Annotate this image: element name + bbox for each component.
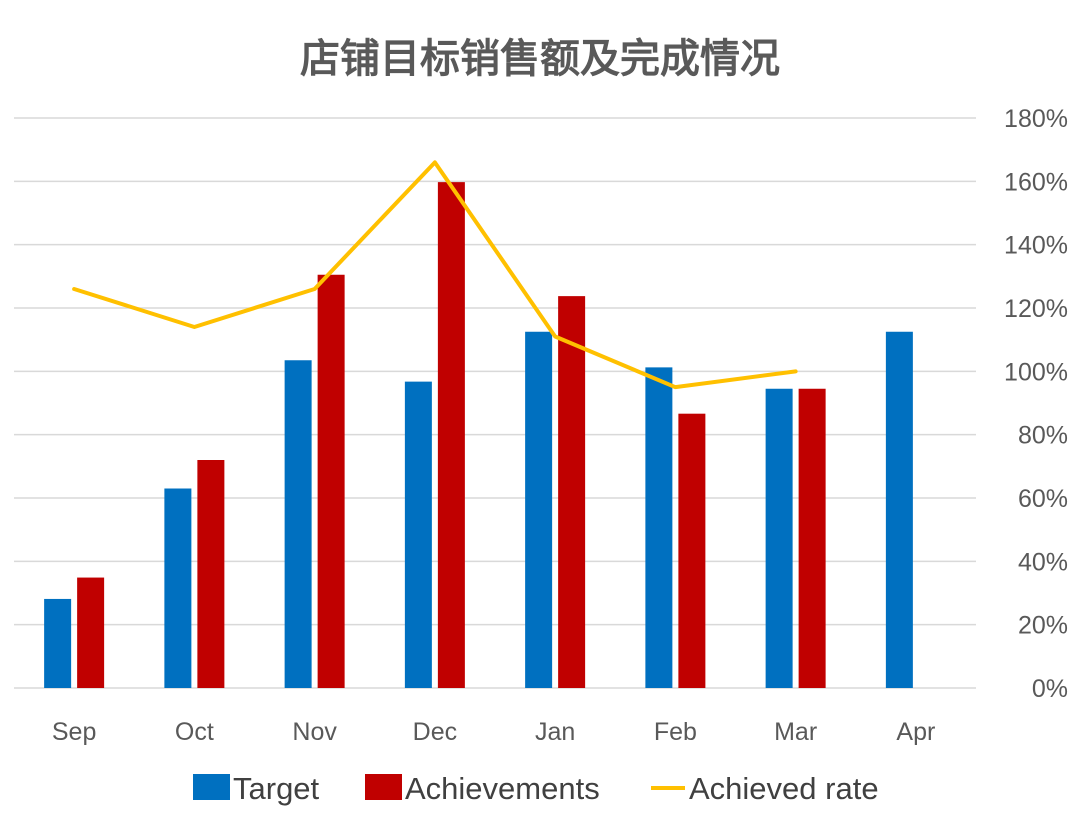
bar-achievements-feb [678, 413, 706, 688]
y-right-tick-label: 20% [1018, 612, 1068, 640]
x-tick-label: Feb [654, 718, 697, 746]
y-right-tick-label: 160% [1004, 168, 1068, 196]
bar-target-nov [284, 360, 312, 688]
y-right-tick-label: 100% [1004, 358, 1068, 386]
legend-label-target: Target [233, 771, 320, 806]
x-tick-label: Oct [175, 718, 214, 746]
legend: Target Achievements Achieved rate [193, 771, 879, 806]
gridlines [14, 117, 976, 689]
bars [44, 182, 913, 688]
y-right-tick-label: 80% [1018, 422, 1068, 450]
legend-label-achievements: Achievements [405, 771, 600, 806]
bar-achievements-oct [197, 460, 225, 688]
bar-target-feb [645, 367, 673, 688]
bar-achievements-dec [437, 182, 465, 688]
bar-target-oct [164, 488, 192, 688]
chart-title: 店铺目标销售额及完成情况 [300, 36, 780, 82]
bar-target-apr [885, 331, 913, 688]
y-right-tick-label: 40% [1018, 548, 1068, 576]
bar-target-sep [44, 598, 72, 688]
x-axis-ticks: Sep Oct Nov Dec Jan Feb Mar Apr [52, 718, 935, 746]
legend-label-achieved-rate: Achieved rate [689, 771, 879, 806]
x-tick-label: Mar [774, 718, 817, 746]
y-right-tick-label: 0% [1032, 675, 1068, 703]
rate-line [72, 160, 798, 390]
x-tick-label: Nov [292, 718, 337, 746]
y-axis-right-ticks: 0% 20% 40% 60% 80% 100% 120% 140% 160% 180% [1004, 105, 1068, 703]
x-tick-label: Apr [896, 718, 935, 746]
bar-achievements-jan [558, 296, 586, 688]
bar-achievements-nov [317, 274, 345, 688]
bar-achievements-mar [798, 388, 826, 688]
y-right-tick-label: 180% [1004, 105, 1068, 133]
x-tick-label: Dec [413, 718, 457, 746]
y-right-tick-label: 120% [1004, 295, 1068, 323]
y-right-tick-label: 60% [1018, 485, 1068, 513]
bar-achievements-sep [77, 577, 105, 688]
x-tick-label: Jan [535, 718, 575, 746]
bar-target-mar [765, 388, 793, 688]
bar-target-jan [525, 331, 553, 688]
line-achieved-rate [72, 160, 798, 390]
y-right-tick-label: 140% [1004, 232, 1068, 260]
legend-swatch-achievements [365, 774, 402, 800]
bar-target-dec [404, 381, 432, 688]
legend-swatch-target [193, 774, 230, 800]
x-tick-label: Sep [52, 718, 96, 746]
